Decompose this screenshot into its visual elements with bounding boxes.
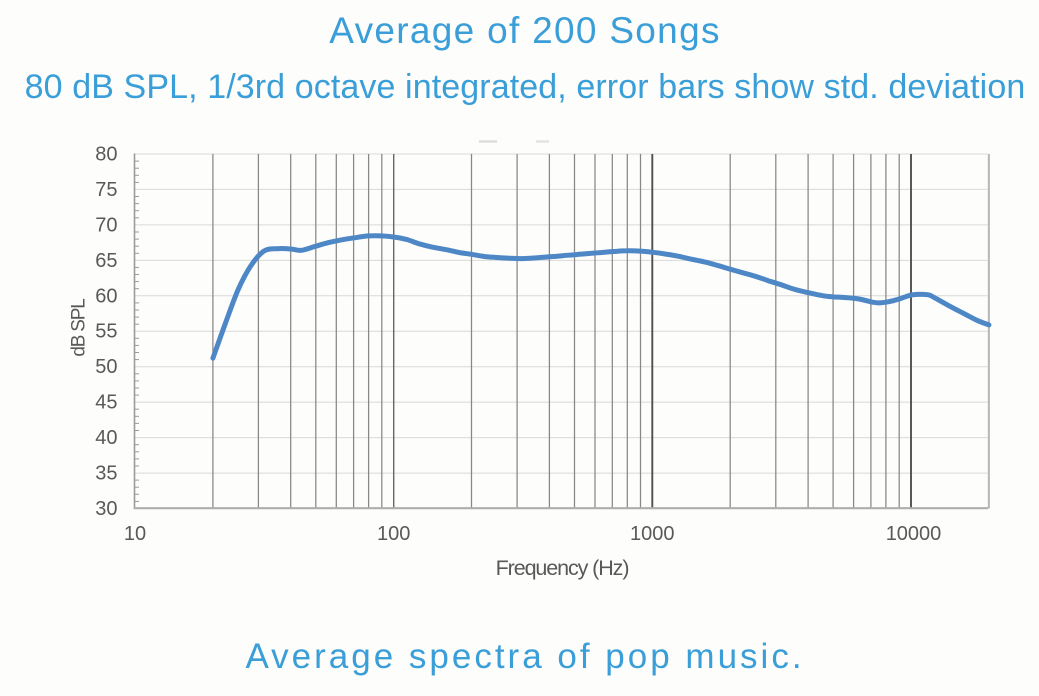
svg-text:100: 100 — [377, 523, 410, 545]
svg-text:1000: 1000 — [630, 523, 675, 545]
svg-text:30: 30 — [95, 498, 117, 520]
svg-text:dB SPL: dB SPL — [68, 299, 89, 357]
svg-text:50: 50 — [95, 356, 117, 378]
svg-text:75: 75 — [95, 179, 117, 201]
svg-text:Frequency (Hz): Frequency (Hz) — [496, 556, 629, 580]
svg-text:40: 40 — [95, 427, 117, 449]
svg-text:10: 10 — [124, 523, 146, 545]
svg-text:35: 35 — [95, 463, 117, 485]
svg-text:55: 55 — [95, 321, 117, 343]
svg-text:65: 65 — [95, 250, 117, 272]
svg-text:60: 60 — [95, 285, 117, 307]
svg-text:10000: 10000 — [886, 523, 942, 545]
svg-text:80: 80 — [95, 144, 117, 166]
svg-text:70: 70 — [95, 214, 117, 236]
svg-text:45: 45 — [95, 392, 117, 414]
